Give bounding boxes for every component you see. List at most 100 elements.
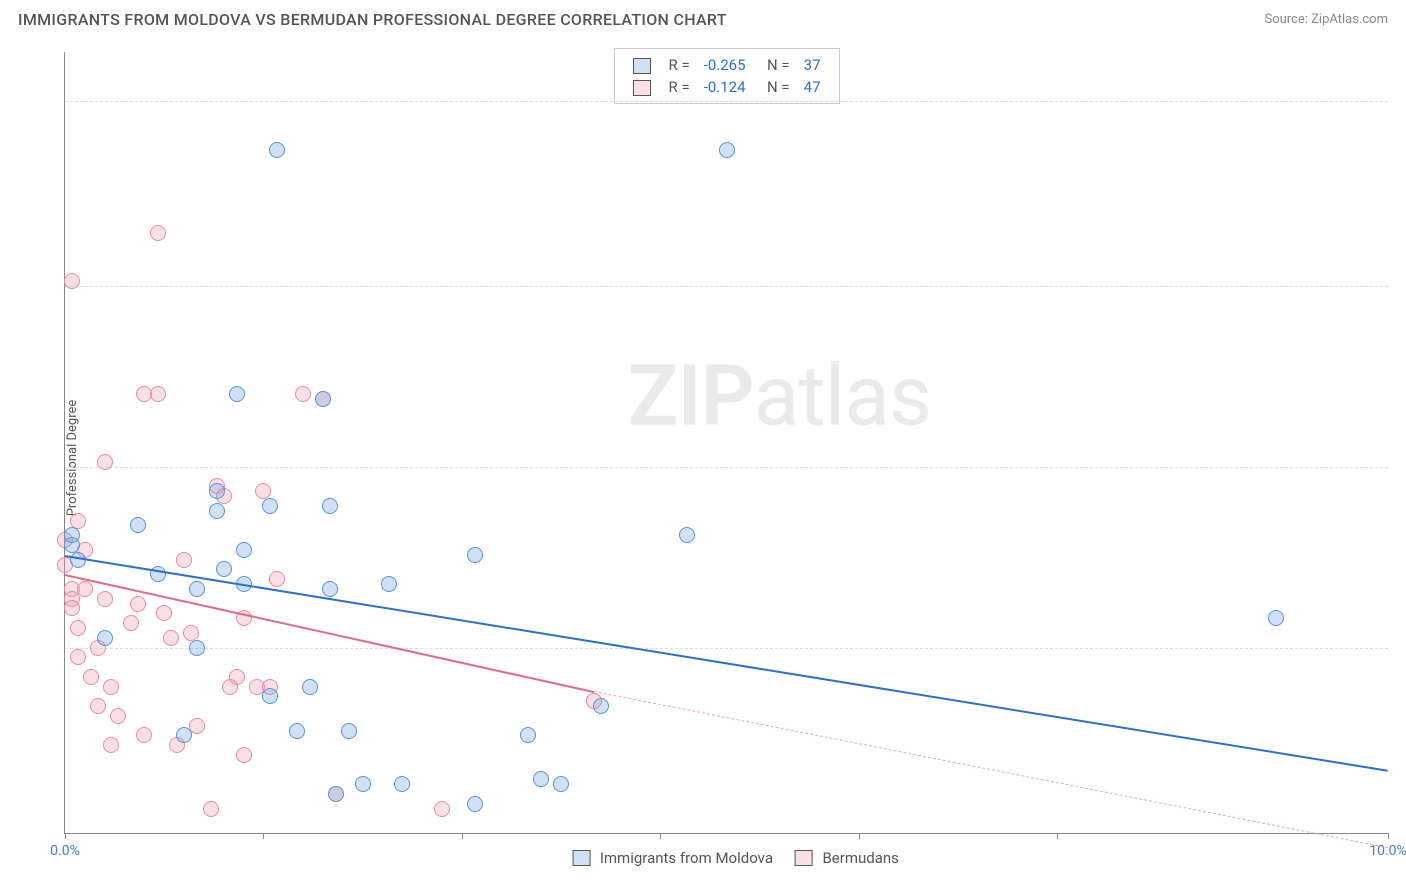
blue-point — [719, 142, 735, 158]
blue-point — [328, 786, 344, 802]
r-value-blue: -0.265 — [698, 55, 752, 75]
pink-trend-dashed — [594, 691, 1388, 848]
blue-point — [216, 561, 232, 577]
pink-point — [90, 698, 106, 714]
n-label: N = — [767, 78, 790, 96]
blue-point — [520, 727, 536, 743]
pink-point — [203, 801, 219, 817]
blue-point — [189, 581, 205, 597]
swatch-pink-icon — [795, 850, 813, 866]
blue-point — [355, 776, 371, 792]
blue-point — [289, 723, 305, 739]
blue-point — [64, 527, 80, 543]
pink-point — [136, 727, 152, 743]
gridline — [65, 286, 1388, 287]
blue-trend-solid — [65, 555, 1388, 772]
blue-point — [189, 640, 205, 656]
source-prefix: Source: — [1264, 12, 1311, 27]
watermark-bold: ZIP — [628, 346, 754, 445]
x-tick — [1057, 833, 1058, 839]
pink-point — [97, 591, 113, 607]
blue-point — [262, 498, 278, 514]
r-label: R = — [668, 78, 689, 96]
y-tick-label: 11.2% — [1393, 278, 1406, 294]
pink-point — [70, 649, 86, 665]
blue-point — [467, 547, 483, 563]
pink-point — [103, 679, 119, 695]
swatch-pink-icon — [632, 80, 650, 96]
pink-point — [176, 552, 192, 568]
pink-point — [229, 669, 245, 685]
blue-point — [269, 142, 285, 158]
correlation-legend: R = -0.265 N = 37 R = -0.124 N = 47 — [613, 48, 839, 104]
blue-point — [262, 688, 278, 704]
r-label: R = — [668, 56, 689, 74]
blue-point — [467, 796, 483, 812]
gridline — [65, 467, 1388, 468]
pink-point — [123, 615, 139, 631]
blue-point — [130, 517, 146, 533]
blue-point — [322, 581, 338, 597]
pink-point — [150, 225, 166, 241]
blue-point — [176, 727, 192, 743]
y-tick-label: 3.8% — [1393, 640, 1406, 656]
x-tick-label: 0.0% — [50, 843, 80, 859]
blue-point — [593, 698, 609, 714]
swatch-blue-icon — [632, 58, 650, 74]
pink-point — [295, 386, 311, 402]
blue-point — [209, 483, 225, 499]
blue-point — [1268, 610, 1284, 626]
chart-header: IMMIGRANTS FROM MOLDOVA VS BERMUDAN PROF… — [0, 0, 1406, 35]
pink-point — [83, 669, 99, 685]
blue-point — [679, 527, 695, 543]
blue-point — [553, 776, 569, 792]
pink-point — [255, 483, 271, 499]
pink-point — [77, 581, 93, 597]
pink-point — [150, 386, 166, 402]
blue-point — [381, 576, 397, 592]
pink-point — [236, 747, 252, 763]
source-link[interactable]: ZipAtlas.com — [1311, 12, 1388, 27]
legend-row-blue: R = -0.265 N = 37 — [626, 55, 826, 75]
pink-point — [64, 600, 80, 616]
blue-point — [394, 776, 410, 792]
blue-point — [97, 630, 113, 646]
x-tick — [263, 833, 264, 839]
pink-point — [156, 605, 172, 621]
gridline — [65, 648, 1388, 649]
x-tick — [859, 833, 860, 839]
pink-point — [130, 596, 146, 612]
x-tick — [660, 833, 661, 839]
n-value-pink: 47 — [798, 77, 827, 97]
pink-point — [97, 454, 113, 470]
pink-point — [103, 737, 119, 753]
source-attribution: Source: ZipAtlas.com — [1264, 12, 1388, 27]
series-legend: Immigrants from Moldova Bermudans — [554, 849, 899, 867]
chart-title: IMMIGRANTS FROM MOLDOVA VS BERMUDAN PROF… — [18, 10, 727, 29]
x-tick — [462, 833, 463, 839]
x-tick — [65, 833, 66, 839]
blue-point — [302, 679, 318, 695]
gridline — [65, 101, 1388, 102]
pink-point — [70, 513, 86, 529]
legend-row-pink: R = -0.124 N = 47 — [626, 77, 826, 97]
blue-point — [315, 391, 331, 407]
watermark: ZIPatlas — [628, 346, 932, 445]
blue-point — [209, 503, 225, 519]
swatch-blue-icon — [572, 850, 590, 866]
pink-point — [163, 630, 179, 646]
blue-point — [322, 498, 338, 514]
r-value-pink: -0.124 — [698, 77, 752, 97]
pink-point — [183, 625, 199, 641]
legend-label-blue: Immigrants from Moldova — [600, 849, 773, 867]
legend-label-pink: Bermudans — [822, 849, 898, 867]
blue-point — [341, 723, 357, 739]
pink-point — [189, 718, 205, 734]
x-tick — [1388, 833, 1389, 839]
blue-point — [229, 386, 245, 402]
n-value-blue: 37 — [798, 55, 827, 75]
pink-point — [110, 708, 126, 724]
y-tick-label: 7.5% — [1393, 459, 1406, 475]
n-label: N = — [767, 56, 790, 74]
pink-point — [269, 571, 285, 587]
